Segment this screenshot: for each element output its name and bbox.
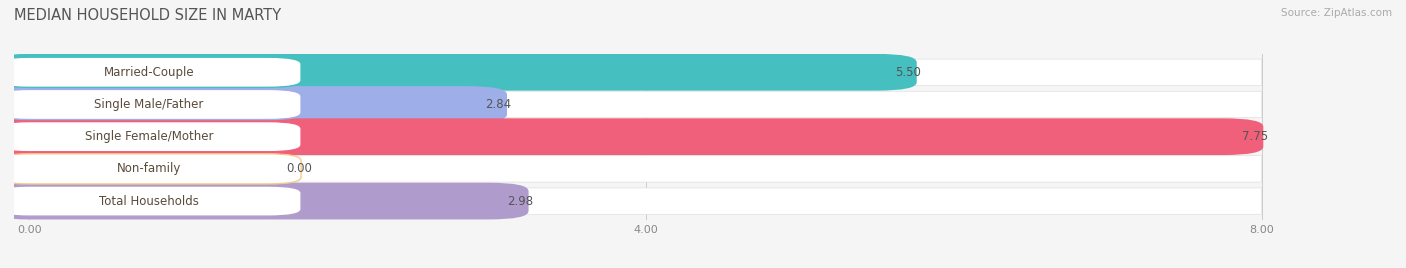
Text: Married-Couple: Married-Couple	[104, 66, 194, 79]
FancyBboxPatch shape	[30, 156, 1261, 182]
FancyBboxPatch shape	[0, 122, 301, 152]
Text: Source: ZipAtlas.com: Source: ZipAtlas.com	[1281, 8, 1392, 18]
FancyBboxPatch shape	[0, 90, 301, 120]
FancyBboxPatch shape	[0, 86, 508, 123]
FancyBboxPatch shape	[30, 124, 1261, 150]
FancyBboxPatch shape	[30, 59, 1261, 85]
Text: MEDIAN HOUSEHOLD SIZE IN MARTY: MEDIAN HOUSEHOLD SIZE IN MARTY	[14, 8, 281, 23]
FancyBboxPatch shape	[0, 118, 1263, 155]
FancyBboxPatch shape	[0, 186, 301, 216]
Text: 2.84: 2.84	[485, 98, 512, 111]
FancyBboxPatch shape	[0, 57, 301, 87]
Text: Single Female/Mother: Single Female/Mother	[84, 130, 214, 143]
Text: 2.98: 2.98	[508, 195, 533, 208]
Text: 7.75: 7.75	[1241, 130, 1268, 143]
FancyBboxPatch shape	[30, 188, 1261, 214]
FancyBboxPatch shape	[0, 183, 529, 219]
FancyBboxPatch shape	[30, 91, 1261, 118]
Text: 0.00: 0.00	[287, 162, 312, 175]
Text: Single Male/Father: Single Male/Father	[94, 98, 204, 111]
Text: Non-family: Non-family	[117, 162, 181, 175]
FancyBboxPatch shape	[0, 154, 301, 184]
Text: 5.50: 5.50	[896, 66, 921, 79]
Text: Total Households: Total Households	[98, 195, 198, 208]
FancyBboxPatch shape	[0, 54, 917, 91]
